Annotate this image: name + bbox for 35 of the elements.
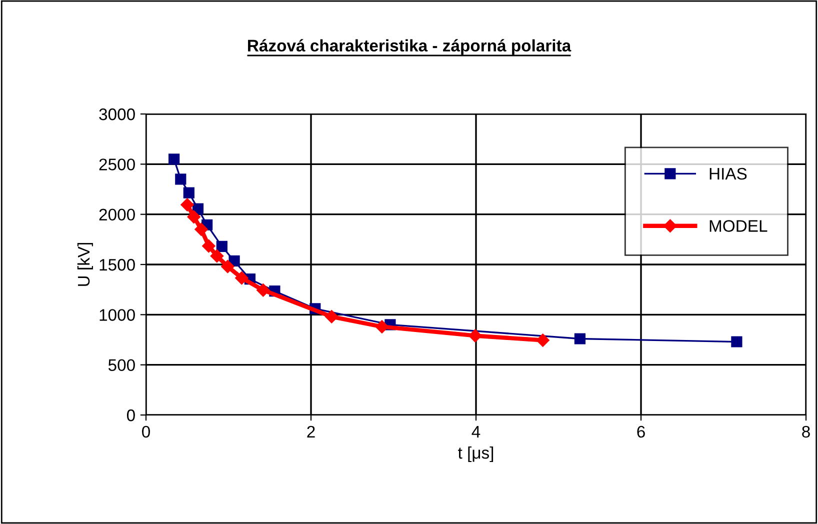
point [256, 283, 270, 297]
point [194, 222, 208, 236]
y-tick-label: 0 [126, 409, 135, 422]
x-axis-title: t [μs] [458, 446, 494, 462]
point [731, 336, 742, 348]
y-tick-label: 1500 [100, 258, 135, 271]
x-tick-label: 8 [802, 426, 810, 438]
chart-title: Rázová charakteristika - záporná polarita [248, 39, 572, 55]
y-tick-label: 2500 [99, 158, 135, 170]
y-tick-label: 500 [108, 359, 135, 372]
x-tick-label: 0 [142, 426, 150, 438]
point [187, 210, 200, 224]
point [375, 320, 389, 334]
point [216, 240, 228, 252]
y-tick-label: 3000 [99, 108, 135, 120]
y-tick-label: 2000 [99, 208, 135, 221]
point [183, 187, 194, 198]
point [468, 329, 482, 342]
point [175, 174, 186, 185]
point [180, 198, 194, 212]
point [210, 249, 224, 263]
point [202, 239, 216, 253]
point [536, 334, 550, 347]
point [221, 260, 234, 274]
point [168, 154, 180, 165]
legend-label: HIAS [710, 168, 747, 180]
point [325, 310, 338, 324]
x-tick-label: 4 [472, 426, 480, 438]
y-axis-title: U [kV] [77, 243, 93, 286]
y-tick-label: 1000 [100, 309, 135, 321]
point [235, 271, 248, 285]
legend-label: MODEL [710, 220, 768, 232]
point [574, 333, 586, 344]
x-tick-label: 6 [637, 426, 645, 438]
x-tick-label: 2 [307, 426, 315, 438]
